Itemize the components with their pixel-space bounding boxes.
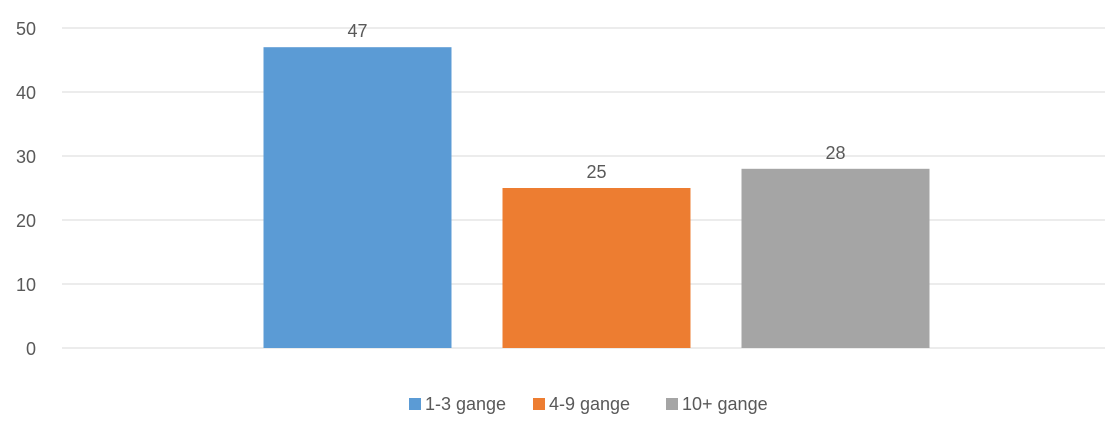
legend: 1-3 gange 4-9 gange 10+ gange — [409, 394, 768, 414]
y-tick-label: 50 — [16, 19, 36, 39]
y-tick-label: 10 — [16, 275, 36, 295]
legend-item: 10+ gange — [666, 394, 768, 414]
legend-item: 4-9 gange — [533, 394, 630, 414]
bars — [263, 47, 930, 348]
legend-label: 10+ gange — [682, 394, 768, 414]
data-label: 25 — [586, 162, 606, 182]
legend-item: 1-3 gange — [409, 394, 506, 414]
y-tick-label: 0 — [26, 339, 36, 359]
data-label: 47 — [347, 21, 367, 41]
legend-swatch — [409, 398, 421, 410]
legend-label: 1-3 gange — [425, 394, 506, 414]
y-tick-label: 20 — [16, 211, 36, 231]
legend-label: 4-9 gange — [549, 394, 630, 414]
data-labels: 47 25 28 — [347, 21, 845, 182]
bar-4-9-gange — [502, 188, 691, 348]
y-tick-label: 40 — [16, 83, 36, 103]
bar-10-gange — [741, 168, 930, 348]
data-label: 28 — [825, 143, 845, 163]
bar-1-3-gange — [263, 47, 452, 348]
y-tick-label: 30 — [16, 147, 36, 167]
legend-swatch — [666, 398, 678, 410]
legend-swatch — [533, 398, 545, 410]
y-axis-ticks: 0 10 20 30 40 50 — [16, 19, 36, 359]
